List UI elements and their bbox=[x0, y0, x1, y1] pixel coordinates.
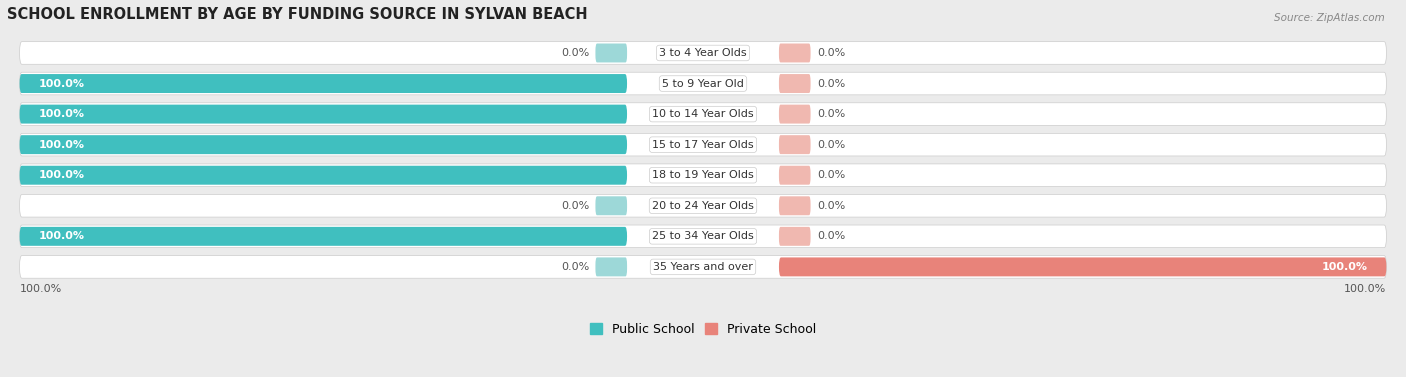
Text: Source: ZipAtlas.com: Source: ZipAtlas.com bbox=[1274, 13, 1385, 23]
FancyBboxPatch shape bbox=[595, 43, 627, 63]
Text: 5 to 9 Year Old: 5 to 9 Year Old bbox=[662, 78, 744, 89]
Text: 0.0%: 0.0% bbox=[817, 48, 845, 58]
Text: 10 to 14 Year Olds: 10 to 14 Year Olds bbox=[652, 109, 754, 119]
Text: 0.0%: 0.0% bbox=[817, 109, 845, 119]
FancyBboxPatch shape bbox=[20, 227, 627, 246]
Text: 20 to 24 Year Olds: 20 to 24 Year Olds bbox=[652, 201, 754, 211]
Text: 0.0%: 0.0% bbox=[817, 78, 845, 89]
Text: 0.0%: 0.0% bbox=[817, 201, 845, 211]
FancyBboxPatch shape bbox=[20, 256, 1386, 278]
Text: 100.0%: 100.0% bbox=[38, 231, 84, 241]
Text: 100.0%: 100.0% bbox=[20, 284, 62, 294]
Text: 100.0%: 100.0% bbox=[38, 170, 84, 180]
FancyBboxPatch shape bbox=[20, 133, 1386, 156]
FancyBboxPatch shape bbox=[779, 74, 811, 93]
FancyBboxPatch shape bbox=[779, 43, 811, 63]
FancyBboxPatch shape bbox=[20, 103, 1386, 126]
Text: 100.0%: 100.0% bbox=[1322, 262, 1368, 272]
FancyBboxPatch shape bbox=[20, 135, 627, 154]
Text: 0.0%: 0.0% bbox=[561, 262, 589, 272]
Text: 100.0%: 100.0% bbox=[38, 78, 84, 89]
Text: 0.0%: 0.0% bbox=[561, 48, 589, 58]
Text: 15 to 17 Year Olds: 15 to 17 Year Olds bbox=[652, 139, 754, 150]
FancyBboxPatch shape bbox=[779, 257, 1386, 276]
FancyBboxPatch shape bbox=[20, 42, 1386, 64]
FancyBboxPatch shape bbox=[20, 166, 627, 185]
FancyBboxPatch shape bbox=[595, 196, 627, 215]
FancyBboxPatch shape bbox=[595, 257, 627, 276]
Legend: Public School, Private School: Public School, Private School bbox=[585, 318, 821, 341]
FancyBboxPatch shape bbox=[20, 195, 1386, 217]
Text: 3 to 4 Year Olds: 3 to 4 Year Olds bbox=[659, 48, 747, 58]
Text: 0.0%: 0.0% bbox=[817, 139, 845, 150]
FancyBboxPatch shape bbox=[779, 166, 811, 185]
FancyBboxPatch shape bbox=[779, 196, 811, 215]
FancyBboxPatch shape bbox=[20, 74, 627, 93]
Text: 100.0%: 100.0% bbox=[38, 139, 84, 150]
Text: 100.0%: 100.0% bbox=[1344, 284, 1386, 294]
Text: 35 Years and over: 35 Years and over bbox=[652, 262, 754, 272]
FancyBboxPatch shape bbox=[20, 225, 1386, 248]
FancyBboxPatch shape bbox=[779, 227, 811, 246]
FancyBboxPatch shape bbox=[779, 135, 811, 154]
Text: 100.0%: 100.0% bbox=[38, 109, 84, 119]
FancyBboxPatch shape bbox=[20, 105, 627, 124]
Text: 0.0%: 0.0% bbox=[817, 170, 845, 180]
FancyBboxPatch shape bbox=[779, 105, 811, 124]
Text: 18 to 19 Year Olds: 18 to 19 Year Olds bbox=[652, 170, 754, 180]
Text: 25 to 34 Year Olds: 25 to 34 Year Olds bbox=[652, 231, 754, 241]
Text: SCHOOL ENROLLMENT BY AGE BY FUNDING SOURCE IN SYLVAN BEACH: SCHOOL ENROLLMENT BY AGE BY FUNDING SOUR… bbox=[7, 7, 588, 22]
Text: 0.0%: 0.0% bbox=[561, 201, 589, 211]
Text: 0.0%: 0.0% bbox=[817, 231, 845, 241]
FancyBboxPatch shape bbox=[20, 72, 1386, 95]
FancyBboxPatch shape bbox=[20, 164, 1386, 187]
